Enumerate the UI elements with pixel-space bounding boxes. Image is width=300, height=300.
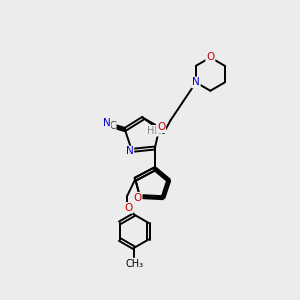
Text: HN: HN bbox=[146, 126, 161, 136]
Text: C: C bbox=[109, 121, 116, 131]
Text: O: O bbox=[134, 193, 142, 203]
Text: N: N bbox=[192, 77, 200, 87]
Text: O: O bbox=[124, 203, 133, 213]
Text: N: N bbox=[103, 118, 110, 128]
Text: O: O bbox=[157, 122, 165, 132]
Text: CH₃: CH₃ bbox=[125, 259, 143, 269]
Text: O: O bbox=[206, 52, 214, 62]
Text: N: N bbox=[126, 146, 134, 157]
